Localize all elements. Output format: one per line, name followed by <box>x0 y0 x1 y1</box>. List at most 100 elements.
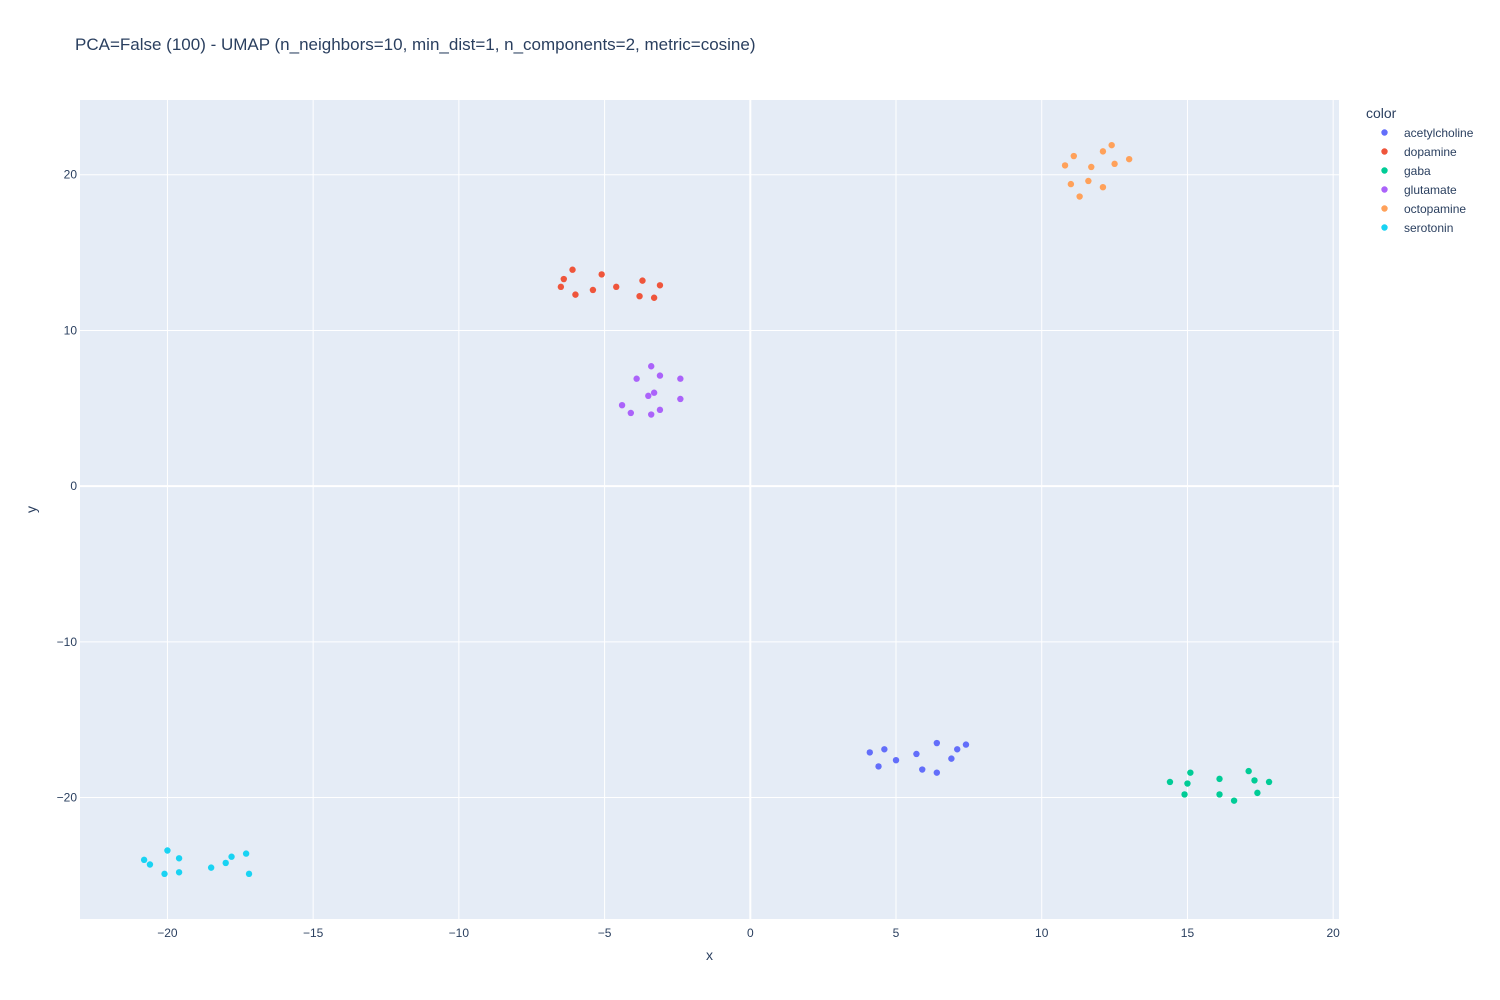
data-point-serotonin[interactable] <box>245 870 253 878</box>
data-point-serotonin[interactable] <box>207 864 215 871</box>
data-point-glutamate[interactable] <box>677 375 684 382</box>
legend-marker <box>1381 224 1388 231</box>
data-point-gaba[interactable] <box>1251 777 1258 784</box>
data-point-acetylcholine[interactable] <box>933 739 941 747</box>
data-point-gaba[interactable] <box>1187 769 1194 776</box>
data-point-dopamine[interactable] <box>569 266 576 273</box>
data-point-octopamine[interactable] <box>1111 160 1118 168</box>
data-point-serotonin[interactable] <box>175 855 183 862</box>
data-point-acetylcholine[interactable] <box>948 755 955 762</box>
x-tick-label: 5 <box>893 926 900 940</box>
data-point-dopamine[interactable] <box>636 292 643 300</box>
x-tick-label: −20 <box>157 926 178 940</box>
data-point-gaba[interactable] <box>1254 789 1261 797</box>
legend-item-acetylcholine[interactable]: acetylcholine <box>1381 126 1474 140</box>
legend-label: octopamine <box>1404 202 1466 216</box>
legend-title: color <box>1366 105 1397 121</box>
y-tick-label: 0 <box>70 479 77 493</box>
data-point-gaba[interactable] <box>1265 778 1273 786</box>
x-tick-label: −15 <box>303 926 324 940</box>
data-point-octopamine[interactable] <box>1099 183 1107 191</box>
data-point-octopamine[interactable] <box>1070 152 1077 160</box>
x-tick-label: 10 <box>1035 926 1049 940</box>
x-tick-label: 15 <box>1181 926 1195 940</box>
data-point-octopamine[interactable] <box>1067 180 1075 188</box>
data-point-serotonin[interactable] <box>164 847 171 854</box>
data-point-dopamine[interactable] <box>572 291 579 298</box>
data-point-serotonin[interactable] <box>140 856 148 864</box>
data-point-acetylcholine[interactable] <box>875 763 882 770</box>
data-point-octopamine[interactable] <box>1076 193 1083 200</box>
x-axis-ticks: −20 −15 −10 −5 0 5 10 15 20 <box>157 926 1340 940</box>
legend-item-octopamine[interactable]: octopamine <box>1381 202 1466 216</box>
y-axis-ticks: −20 −10 0 10 20 <box>57 168 78 805</box>
data-point-serotonin[interactable] <box>161 870 168 878</box>
data-point-glutamate[interactable] <box>648 363 655 370</box>
data-point-glutamate[interactable] <box>656 406 664 414</box>
data-point-octopamine[interactable] <box>1108 141 1115 149</box>
data-point-gaba[interactable] <box>1216 775 1223 783</box>
data-point-dopamine[interactable] <box>613 283 620 291</box>
data-point-acetylcholine[interactable] <box>866 749 873 756</box>
legend-item-gaba[interactable]: gaba <box>1381 164 1431 178</box>
legend-item-serotonin[interactable]: serotonin <box>1381 221 1453 235</box>
y-tick-label: 20 <box>64 168 78 182</box>
data-point-acetylcholine[interactable] <box>919 766 926 773</box>
data-point-glutamate[interactable] <box>645 392 652 400</box>
grid-lines <box>80 100 1339 919</box>
data-point-glutamate[interactable] <box>618 401 626 409</box>
legend-item-dopamine[interactable]: dopamine <box>1381 145 1457 159</box>
data-point-acetylcholine[interactable] <box>962 741 970 748</box>
data-point-serotonin[interactable] <box>228 853 235 860</box>
data-point-acetylcholine[interactable] <box>892 756 900 764</box>
plot-area <box>80 100 1339 919</box>
y-tick-label: −20 <box>57 791 78 805</box>
x-axis-title: x <box>706 947 713 963</box>
legend-marker <box>1381 186 1388 193</box>
data-point-dopamine[interactable] <box>656 282 664 289</box>
legend[interactable]: color acetylcholine dopamine gaba glutamate… <box>1366 105 1474 235</box>
data-point-acetylcholine[interactable] <box>954 746 961 753</box>
data-point-octopamine[interactable] <box>1099 148 1107 155</box>
data-point-gaba[interactable] <box>1216 791 1223 798</box>
data-point-glutamate[interactable] <box>648 411 655 418</box>
data-point-serotonin[interactable] <box>222 859 229 867</box>
y-axis-title: y <box>23 506 39 513</box>
data-point-dopamine[interactable] <box>589 286 597 294</box>
data-point-dopamine[interactable] <box>598 271 605 278</box>
data-point-glutamate[interactable] <box>677 395 684 403</box>
legend-items[interactable]: acetylcholine dopamine gaba glutamate octopa… <box>1381 126 1474 235</box>
data-point-octopamine[interactable] <box>1061 162 1069 169</box>
data-point-serotonin[interactable] <box>175 869 183 876</box>
data-point-gaba[interactable] <box>1230 797 1238 804</box>
data-point-glutamate[interactable] <box>633 375 640 382</box>
data-point-dopamine[interactable] <box>639 277 646 284</box>
data-point-glutamate[interactable] <box>650 389 658 396</box>
data-point-gaba[interactable] <box>1181 791 1188 798</box>
legend-item-glutamate[interactable]: glutamate <box>1381 183 1457 197</box>
data-point-dopamine[interactable] <box>557 283 565 291</box>
data-point-glutamate[interactable] <box>627 409 635 417</box>
legend-label: gaba <box>1404 164 1431 178</box>
data-point-acetylcholine[interactable] <box>913 750 920 758</box>
data-point-octopamine[interactable] <box>1125 155 1133 163</box>
data-point-dopamine[interactable] <box>560 275 567 283</box>
data-point-acetylcholine[interactable] <box>933 769 941 776</box>
data-point-gaba[interactable] <box>1245 767 1252 775</box>
data-point-octopamine[interactable] <box>1088 163 1095 171</box>
data-point-serotonin[interactable] <box>242 850 250 857</box>
x-tick-label: 0 <box>747 926 754 940</box>
y-tick-label: −10 <box>57 635 78 649</box>
data-point-dopamine[interactable] <box>650 294 658 301</box>
data-point-gaba[interactable] <box>1166 778 1174 786</box>
data-point-gaba[interactable] <box>1184 780 1191 787</box>
legend-label: serotonin <box>1404 221 1453 235</box>
data-point-glutamate[interactable] <box>656 372 664 379</box>
x-tick-label: −10 <box>449 926 470 940</box>
data-point-serotonin[interactable] <box>146 861 154 868</box>
data-point-octopamine[interactable] <box>1085 177 1092 185</box>
data-point-acetylcholine[interactable] <box>881 746 888 753</box>
legend-label: dopamine <box>1404 145 1457 159</box>
zero-lines <box>80 100 1339 919</box>
